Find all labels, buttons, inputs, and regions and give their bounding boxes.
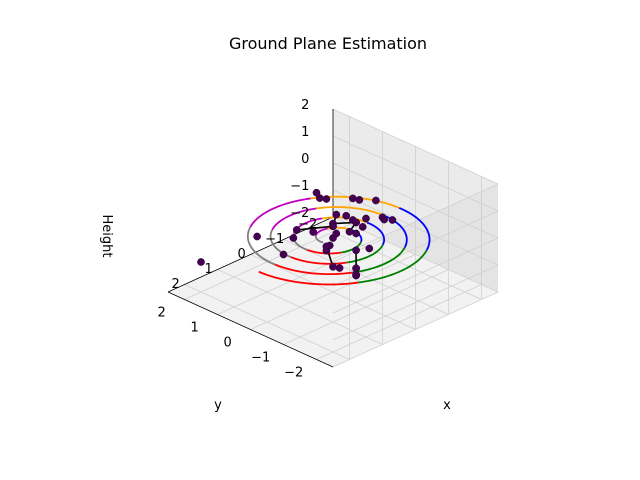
- data-point: [279, 250, 288, 259]
- spiral-segment: [314, 227, 328, 236]
- z-tick-label: 0: [301, 152, 309, 167]
- data-point: [365, 244, 374, 253]
- spiral-segment: [271, 207, 317, 231]
- x-axis-line: [167, 291, 334, 368]
- grid-z-wall-x: [332, 162, 499, 239]
- y-tick-label: 1: [191, 320, 199, 335]
- segment-endpoint: [345, 227, 354, 236]
- data-point: [253, 232, 261, 241]
- data-point: [352, 229, 360, 238]
- segment-endpoint: [348, 194, 357, 203]
- grid-y-floor: [184, 224, 350, 300]
- y-tick-label: 2: [158, 305, 166, 320]
- z-tick-label: −1: [290, 179, 309, 194]
- z-tick-label: −2: [290, 206, 309, 221]
- data-point: [332, 229, 341, 238]
- data-point: [358, 223, 367, 231]
- y-tick-label: −2: [284, 365, 303, 380]
- spiral-segment: [249, 197, 311, 228]
- spiral-segment: [398, 207, 431, 251]
- y-tick-label: 0: [224, 335, 232, 350]
- data-point: [388, 216, 397, 224]
- data-point: [197, 258, 205, 266]
- segment-endpoint: [329, 222, 337, 231]
- spiral-segment: [358, 249, 428, 284]
- spiral-segment: [258, 270, 359, 286]
- x-axis-label: x: [443, 398, 451, 413]
- segment-endpoint: [355, 196, 364, 204]
- segment-endpoint: [332, 210, 341, 219]
- y-tick-label: −1: [251, 350, 270, 365]
- x-tick-label: 1: [205, 262, 213, 277]
- y-axis-label: y: [214, 398, 222, 413]
- z-axis-label: Height: [99, 215, 114, 258]
- grid-y-floor: [250, 254, 416, 330]
- grid-z-wall-y: [332, 291, 499, 368]
- x-tick-label: 0: [238, 247, 246, 262]
- spiral-segment: [366, 221, 385, 245]
- grid-z-wall-y: [332, 210, 499, 287]
- grid-y-floor: [316, 284, 482, 360]
- segment-endpoint: [352, 270, 360, 279]
- chart-title: Ground Plane Estimation: [229, 34, 427, 53]
- spiral-segment: [246, 226, 276, 266]
- data-point: [289, 234, 298, 242]
- x-tick-label: −1: [265, 232, 284, 247]
- grid-z-wall-x: [332, 108, 499, 185]
- segment-endpoint: [315, 194, 324, 202]
- x-tick-label: 2: [172, 277, 180, 292]
- data-point: [362, 214, 370, 223]
- data-point: [342, 211, 351, 220]
- segment-endpoint: [352, 246, 360, 255]
- data-point: [322, 195, 331, 203]
- grid-z-wall-y: [332, 237, 499, 314]
- z-tick-label: 1: [301, 125, 309, 140]
- spiral-segment: [290, 256, 347, 265]
- segment-endpoint: [292, 226, 301, 234]
- grid-z-wall-x: [332, 135, 499, 212]
- tick-labels: −2 −1 0 1 2 −2 −1 0 1 2 −2 −1 0 1 2: [158, 98, 318, 381]
- segment-endpoint: [352, 218, 360, 227]
- spiral-segment: [352, 247, 406, 274]
- grid-z-wall-y: [332, 183, 499, 260]
- spiral-segment: [314, 235, 324, 244]
- data-point: [335, 264, 344, 272]
- spiral-segment: [274, 263, 353, 276]
- grid-z-wall-y: [332, 264, 499, 341]
- grid-y-floor: [283, 269, 449, 345]
- data-point: [372, 196, 380, 205]
- x-tick-label: −2: [298, 217, 317, 232]
- segment-endpoint: [380, 215, 388, 224]
- connector-segment: [296, 225, 334, 231]
- spiral-segment: [316, 206, 384, 217]
- data-points: [197, 188, 397, 280]
- segment-endpoint: [329, 262, 337, 271]
- z-tick-label: 2: [301, 98, 309, 113]
- segment-endpoint: [322, 242, 331, 251]
- data-point: [309, 228, 318, 236]
